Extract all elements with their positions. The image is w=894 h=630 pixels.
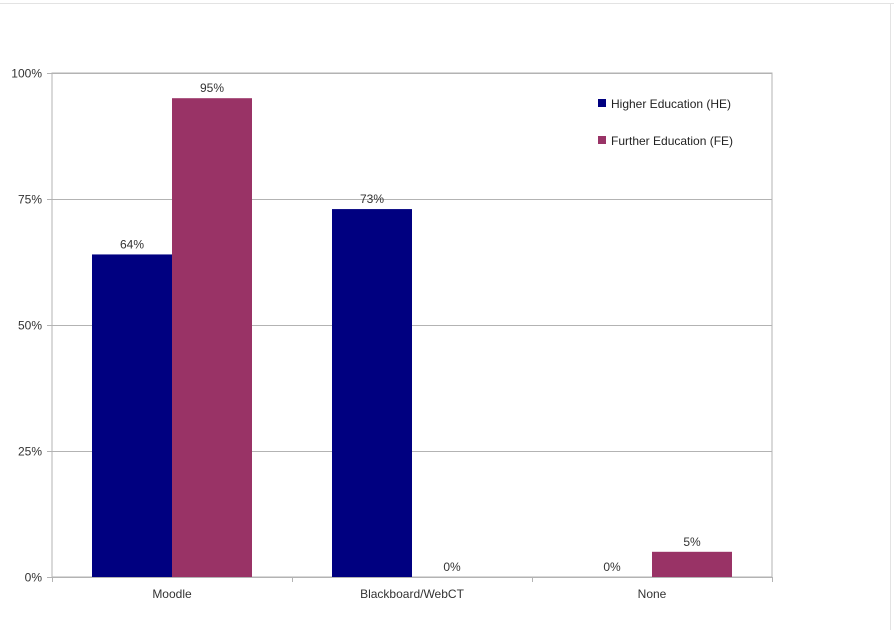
data-label: 64% <box>120 237 144 251</box>
data-label: 73% <box>360 192 384 206</box>
data-label: 0% <box>443 560 461 574</box>
data-label: 95% <box>200 81 224 95</box>
y-tick-label: 0% <box>25 571 43 585</box>
bar <box>652 551 732 577</box>
bars: 64% 95% 73% 0% 0% 5% <box>92 81 732 577</box>
bar <box>92 254 172 577</box>
data-label: 0% <box>603 560 621 574</box>
x-tick-label: Blackboard/WebCT <box>360 587 464 601</box>
y-tick-label: 100% <box>11 67 42 81</box>
legend-swatch <box>598 136 606 144</box>
legend-label: Higher Education (HE) <box>611 97 731 111</box>
x-tick-label: None <box>638 587 667 601</box>
y-tick-label: 75% <box>18 193 42 207</box>
x-tick-label: Moodle <box>152 587 192 601</box>
legend-swatch <box>598 99 606 107</box>
bar <box>332 209 412 577</box>
axes: 0% 25% 50% 75% 100% Moodle Blackboard/WebCT Non… <box>11 67 773 601</box>
y-tick-label: 50% <box>18 319 42 333</box>
legend-label: Further Education (FE) <box>611 134 733 148</box>
legend: Higher Education (HE) Further Education (… <box>598 97 733 148</box>
bar <box>172 98 252 577</box>
y-tick-label: 25% <box>18 445 42 459</box>
data-label: 5% <box>683 535 701 549</box>
